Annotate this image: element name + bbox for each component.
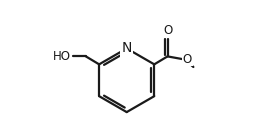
Text: N: N	[121, 41, 132, 55]
Text: O: O	[183, 53, 192, 66]
Text: HO: HO	[53, 50, 71, 63]
Text: O: O	[163, 24, 172, 37]
